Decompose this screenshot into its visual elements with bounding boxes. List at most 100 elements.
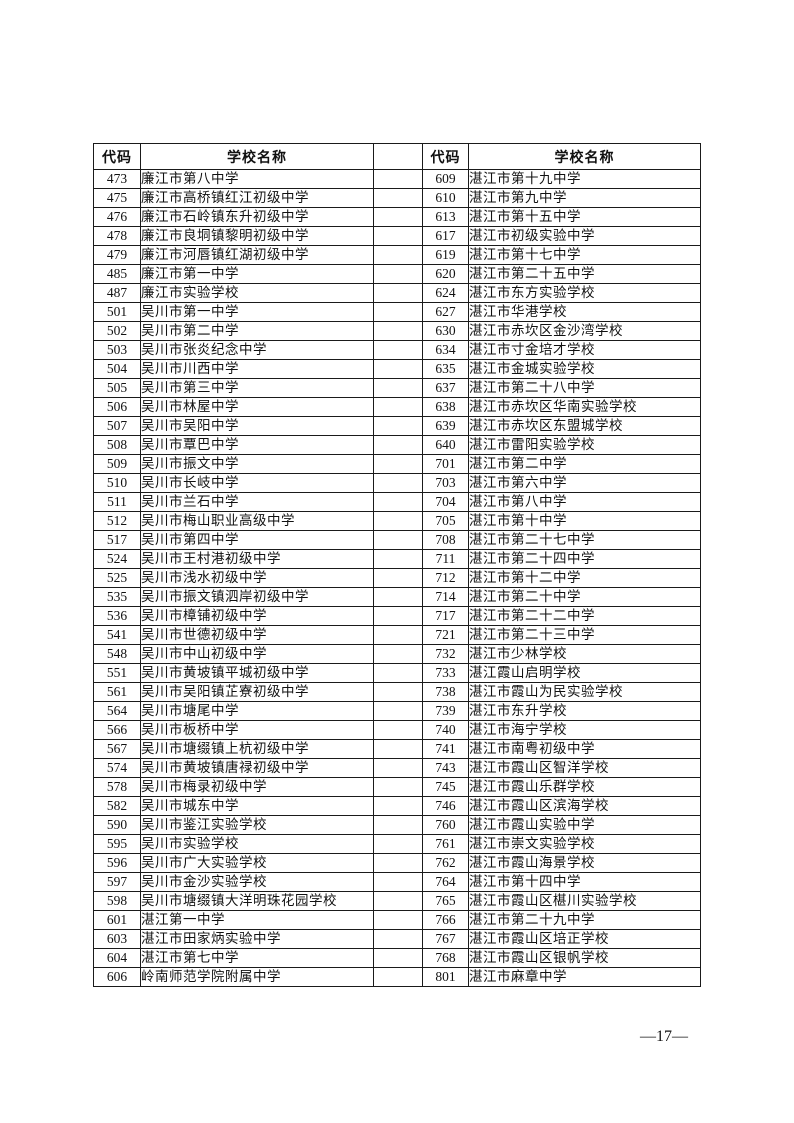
- right-code-cell: 619: [422, 245, 469, 265]
- left-code-cell: 541: [93, 625, 141, 645]
- left-school-name-cell: 吴川市黄坡镇平城初级中学: [140, 663, 374, 683]
- spacer-cell: [373, 663, 423, 683]
- spacer-cell: [373, 188, 423, 208]
- left-code-cell: 509: [93, 454, 141, 474]
- spacer-cell: [373, 321, 423, 341]
- right-school-name-cell: 湛江市第六中学: [468, 473, 701, 493]
- table-row: 473 廉江市第八中学 609 湛江市第十九中学: [93, 169, 701, 189]
- right-school-name-cell: 湛江市霞山区智洋学校: [468, 758, 701, 778]
- table-row: 574 吴川市黄坡镇唐禄初级中学 743 湛江市霞山区智洋学校: [93, 758, 701, 778]
- right-school-name-cell: 湛江市金城实验学校: [468, 359, 701, 379]
- left-code-cell: 595: [93, 834, 141, 854]
- left-school-name-cell: 吴川市鉴江实验学校: [140, 815, 374, 835]
- right-code-cell: 733: [422, 663, 469, 683]
- left-school-name-cell: 湛江市第七中学: [140, 948, 374, 968]
- spacer-cell: [373, 416, 423, 436]
- right-school-name-cell: 湛江市赤坎区华南实验学校: [468, 397, 701, 417]
- right-code-cell: 732: [422, 644, 469, 664]
- left-school-name-cell: 吴川市中山初级中学: [140, 644, 374, 664]
- spacer-cell: [373, 606, 423, 626]
- table-row: 487 廉江市实验学校 624 湛江市东方实验学校: [93, 283, 701, 303]
- table-header-row: 代码 学校名称 代码 学校名称: [93, 143, 701, 170]
- right-school-name-cell: 湛江市寸金培才学校: [468, 340, 701, 360]
- left-code-cell: 598: [93, 891, 141, 911]
- right-school-name-cell: 湛江市第二十中学: [468, 587, 701, 607]
- right-code-cell: 635: [422, 359, 469, 379]
- spacer-cell: [373, 511, 423, 531]
- left-school-name-cell: 吴川市梅山职业高级中学: [140, 511, 374, 531]
- spacer-cell: [373, 549, 423, 569]
- right-school-name-cell: 湛江市雷阳实验学校: [468, 435, 701, 455]
- left-code-cell: 487: [93, 283, 141, 303]
- left-code-cell: 507: [93, 416, 141, 436]
- table-row: 596 吴川市广大实验学校 762 湛江市霞山海景学校: [93, 853, 701, 873]
- right-school-name-cell: 湛江市第二十五中学: [468, 264, 701, 284]
- right-code-header: 代码: [422, 143, 469, 170]
- spacer-cell: [373, 473, 423, 493]
- table-row: 506 吴川市林屋中学 638 湛江市赤坎区华南实验学校: [93, 397, 701, 417]
- left-code-cell: 505: [93, 378, 141, 398]
- right-code-cell: 764: [422, 872, 469, 892]
- left-code-cell: 604: [93, 948, 141, 968]
- table-row: 598 吴川市塘缀镇大洋明珠花园学校 765 湛江市霞山区椹川实验学校: [93, 891, 701, 911]
- right-school-name-cell: 湛江市第十四中学: [468, 872, 701, 892]
- left-school-name-cell: 吴川市第四中学: [140, 530, 374, 550]
- right-school-name-cell: 湛江市第九中学: [468, 188, 701, 208]
- table-row: 508 吴川市覃巴中学 640 湛江市雷阳实验学校: [93, 435, 701, 455]
- right-school-name-cell: 湛江市霞山区银帆学校: [468, 948, 701, 968]
- left-school-name-cell: 吴川市浅水初级中学: [140, 568, 374, 588]
- right-school-name-cell: 湛江市初级实验中学: [468, 226, 701, 246]
- left-school-name-cell: 湛江市田家炳实验中学: [140, 929, 374, 949]
- table-row: 502 吴川市第二中学 630 湛江市赤坎区金沙湾学校: [93, 321, 701, 341]
- right-school-name-cell: 湛江市霞山区椹川实验学校: [468, 891, 701, 911]
- left-code-cell: 478: [93, 226, 141, 246]
- left-school-name-cell: 廉江市良垌镇黎明初级中学: [140, 226, 374, 246]
- right-school-name-cell: 湛江市第二十二中学: [468, 606, 701, 626]
- right-code-cell: 711: [422, 549, 469, 569]
- spacer-cell: [373, 454, 423, 474]
- left-school-name-header: 学校名称: [140, 143, 374, 170]
- left-school-name-cell: 吴川市世德初级中学: [140, 625, 374, 645]
- left-code-cell: 502: [93, 321, 141, 341]
- table-row: 524 吴川市王村港初级中学 711 湛江市第二十四中学: [93, 549, 701, 569]
- left-code-cell: 590: [93, 815, 141, 835]
- spacer-cell: [373, 359, 423, 379]
- table-row: 512 吴川市梅山职业高级中学 705 湛江市第十中学: [93, 511, 701, 531]
- left-code-cell: 501: [93, 302, 141, 322]
- right-code-cell: 613: [422, 207, 469, 227]
- left-code-header: 代码: [93, 143, 141, 170]
- right-code-cell: 712: [422, 568, 469, 588]
- left-school-name-cell: 吴川市长岐中学: [140, 473, 374, 493]
- spacer-cell: [373, 492, 423, 512]
- right-school-name-cell: 湛江市霞山区滨海学校: [468, 796, 701, 816]
- right-code-cell: 767: [422, 929, 469, 949]
- left-code-cell: 548: [93, 644, 141, 664]
- right-code-cell: 703: [422, 473, 469, 493]
- left-school-name-cell: 廉江市河唇镇红湖初级中学: [140, 245, 374, 265]
- spacer-cell: [373, 644, 423, 664]
- right-school-name-cell: 湛江市霞山乐群学校: [468, 777, 701, 797]
- right-code-cell: 743: [422, 758, 469, 778]
- right-school-name-cell: 湛江市第十五中学: [468, 207, 701, 227]
- table-row: 501 吴川市第一中学 627 湛江市华港学校: [93, 302, 701, 322]
- right-school-name-cell: 湛江市崇文实验学校: [468, 834, 701, 854]
- spacer-cell: [373, 207, 423, 227]
- left-code-cell: 582: [93, 796, 141, 816]
- page-number: —17—: [640, 1028, 688, 1045]
- spacer-cell: [373, 948, 423, 968]
- spacer-cell: [373, 568, 423, 588]
- table-row: 485 廉江市第一中学 620 湛江市第二十五中学: [93, 264, 701, 284]
- table-row: 582 吴川市城东中学 746 湛江市霞山区滨海学校: [93, 796, 701, 816]
- left-code-cell: 510: [93, 473, 141, 493]
- table-body: 473 廉江市第八中学 609 湛江市第十九中学 475 廉江市高桥镇红江初级中学 610 湛…: [93, 169, 701, 987]
- table-row: 604 湛江市第七中学 768 湛江市霞山区银帆学校: [93, 948, 701, 968]
- right-code-cell: 801: [422, 967, 469, 987]
- table-row: 476 廉江市石岭镇东升初级中学 613 湛江市第十五中学: [93, 207, 701, 227]
- left-school-name-cell: 廉江市高桥镇红江初级中学: [140, 188, 374, 208]
- left-code-cell: 561: [93, 682, 141, 702]
- left-code-cell: 473: [93, 169, 141, 189]
- right-school-name-cell: 湛江市赤坎区金沙湾学校: [468, 321, 701, 341]
- spacer-cell: [373, 435, 423, 455]
- right-code-cell: 768: [422, 948, 469, 968]
- spacer-cell: [373, 283, 423, 303]
